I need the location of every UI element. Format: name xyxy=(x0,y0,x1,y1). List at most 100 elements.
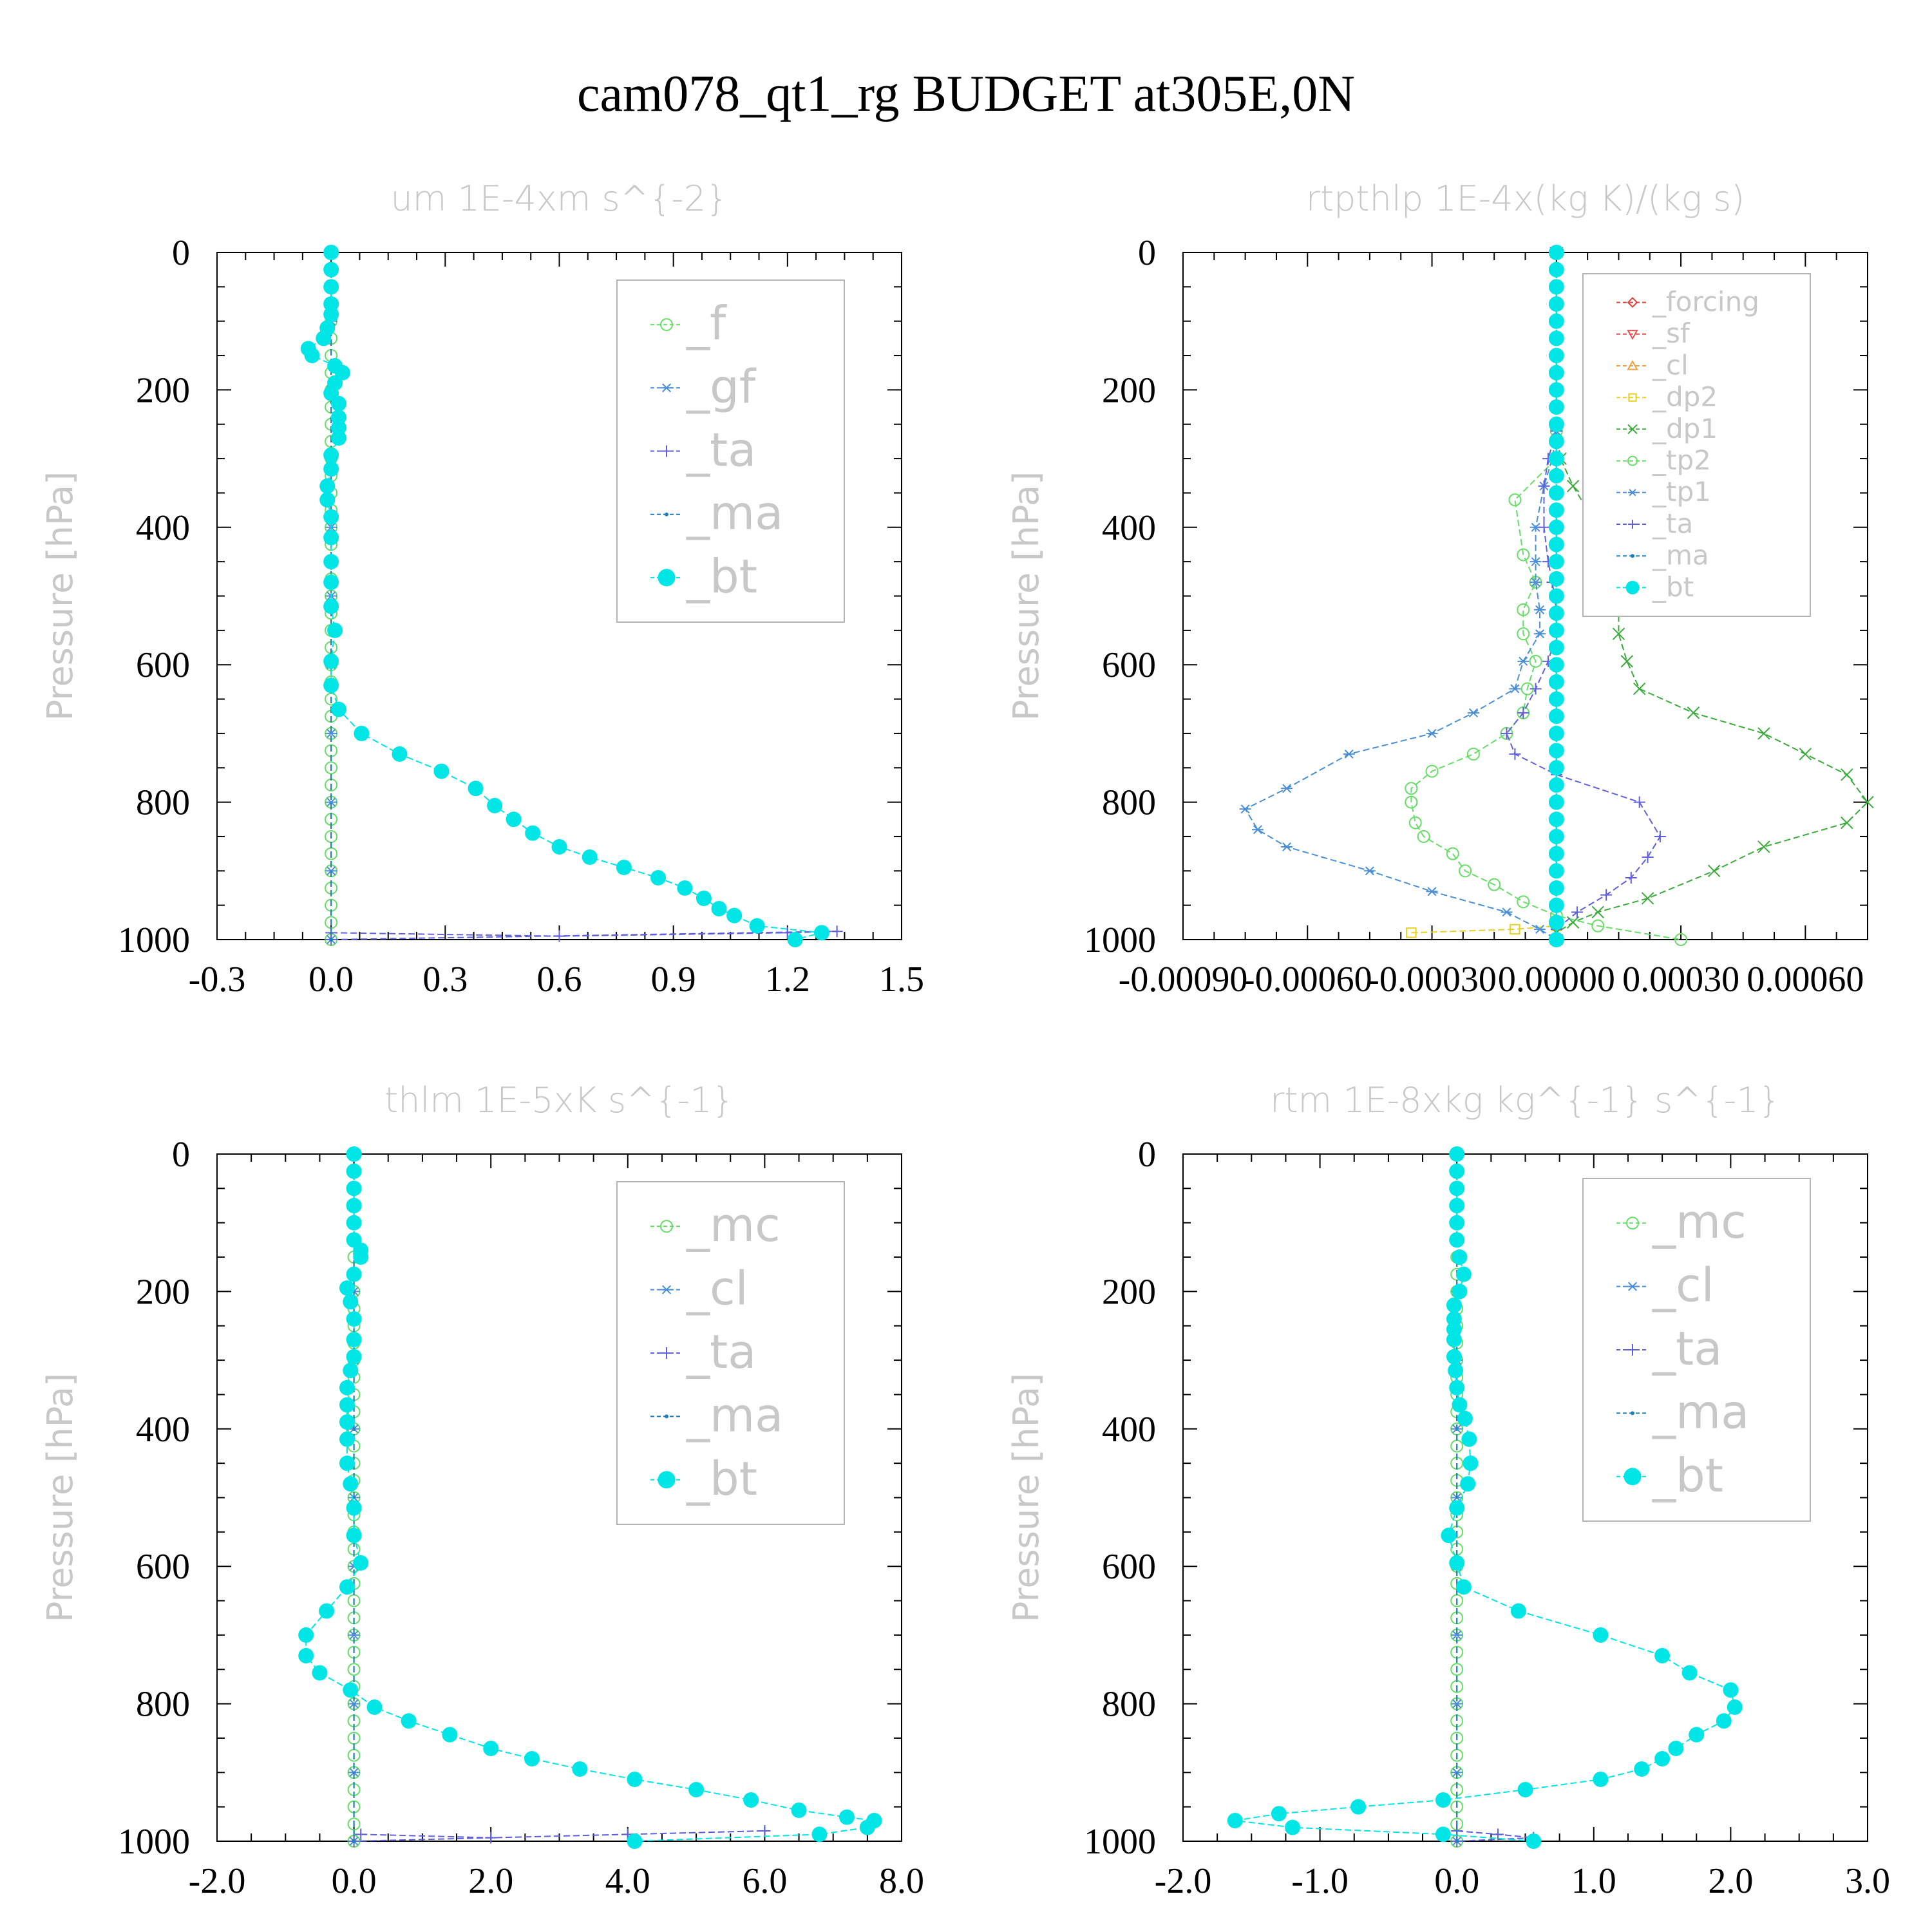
legend-label: _tp2 xyxy=(1652,444,1711,476)
legend-label: _ta xyxy=(1652,507,1693,539)
data-point xyxy=(1406,927,1417,938)
data-point xyxy=(506,811,522,828)
data-point xyxy=(319,1603,335,1619)
data-point xyxy=(355,1828,367,1841)
data-point xyxy=(1350,1799,1367,1815)
legend-swatch-marker xyxy=(658,569,676,587)
legend-box xyxy=(1582,273,1811,617)
data-point xyxy=(354,725,370,741)
data-point xyxy=(346,1500,362,1516)
data-point xyxy=(1654,1750,1671,1766)
data-point xyxy=(298,1647,314,1663)
data-point xyxy=(1509,684,1521,694)
data-point xyxy=(346,1163,362,1179)
data-point xyxy=(1466,747,1480,761)
data-point xyxy=(831,925,843,938)
data-point xyxy=(553,930,565,942)
data-point xyxy=(1548,725,1564,741)
data-point xyxy=(1405,795,1418,809)
data-point xyxy=(1620,655,1634,668)
data-point xyxy=(1271,1806,1287,1822)
y-tick-label: 1000 xyxy=(118,920,190,960)
x-tick-label: 1.0 xyxy=(1571,1861,1616,1901)
data-point xyxy=(1526,1833,1542,1849)
data-point xyxy=(1548,536,1564,553)
y-tick-label: 600 xyxy=(136,645,190,685)
data-point xyxy=(442,1727,458,1743)
data-point xyxy=(551,838,567,855)
data-point xyxy=(1285,1819,1301,1835)
data-point xyxy=(1227,1812,1243,1828)
data-point xyxy=(1633,682,1646,696)
data-point xyxy=(1548,245,1564,260)
y-tick-label: 400 xyxy=(1102,508,1156,548)
data-point xyxy=(811,1826,828,1842)
legend-swatch-marker xyxy=(1631,554,1634,558)
data-point xyxy=(1757,840,1770,853)
y-tick-label: 0 xyxy=(1138,1135,1156,1175)
data-point xyxy=(323,307,339,323)
data-point xyxy=(319,492,336,508)
legend: _f _gf _ta _ma _bt xyxy=(616,279,845,623)
data-point xyxy=(1460,1476,1476,1492)
legend-label: _ta xyxy=(686,423,756,477)
data-point xyxy=(1517,656,1530,666)
data-point xyxy=(1463,1455,1479,1472)
legend-label: _sf xyxy=(1652,317,1690,349)
data-point xyxy=(1408,816,1422,829)
data-point xyxy=(330,701,346,717)
x-tick-label: 1.2 xyxy=(765,960,810,999)
legend-swatch-marker xyxy=(1627,424,1638,435)
data-point xyxy=(1488,878,1501,891)
y-tick-label: 600 xyxy=(1102,645,1156,685)
data-point xyxy=(1517,1781,1533,1797)
data-point xyxy=(339,1280,355,1296)
data-point xyxy=(1446,1297,1462,1313)
y-tick-label: 800 xyxy=(136,1685,190,1725)
data-point xyxy=(1281,784,1293,793)
data-point xyxy=(329,938,334,942)
data-point xyxy=(650,869,667,886)
data-point xyxy=(759,1825,771,1837)
data-point xyxy=(1548,382,1564,398)
series-ta xyxy=(325,925,843,945)
data-point xyxy=(323,245,339,260)
data-point xyxy=(433,763,450,779)
legend-swatch-marker xyxy=(658,1471,676,1489)
data-point xyxy=(1459,864,1472,878)
data-point xyxy=(1517,895,1530,909)
data-point xyxy=(813,925,829,941)
legend-swatch-marker xyxy=(1628,520,1637,529)
legend-label: _bt xyxy=(686,549,757,603)
x-tick-label: 0.00000 xyxy=(1498,960,1615,999)
data-point xyxy=(339,1414,355,1430)
legend-label: _cl xyxy=(1652,349,1689,381)
data-point xyxy=(392,746,408,762)
legend-swatch-marker xyxy=(661,1347,672,1359)
data-point xyxy=(726,907,743,923)
x-tick-label: 0.00030 xyxy=(1622,960,1739,999)
legend-label: _bt xyxy=(686,1452,757,1506)
data-point xyxy=(323,461,339,477)
data-point xyxy=(1455,1839,1459,1843)
data-point xyxy=(1548,485,1564,501)
data-point xyxy=(1426,887,1438,896)
data-point xyxy=(1455,1579,1472,1595)
y-tick-label: 800 xyxy=(1102,1685,1156,1725)
data-point xyxy=(1425,764,1439,778)
data-point xyxy=(1452,1283,1468,1300)
legend-label: _dp2 xyxy=(1652,381,1718,413)
figure-title: cam078_qt1_rg BUDGET at305E,0N xyxy=(577,66,1355,122)
data-point xyxy=(1548,863,1564,879)
legend-swatch-marker xyxy=(1627,330,1638,340)
data-point xyxy=(1571,906,1584,918)
data-point xyxy=(316,330,332,346)
data-point xyxy=(339,1431,355,1447)
data-point xyxy=(1591,919,1605,933)
y-tick-label: 200 xyxy=(136,1272,190,1312)
x-tick-label: 4.0 xyxy=(605,1861,650,1901)
data-point xyxy=(343,1294,359,1310)
x-tick-label: 8.0 xyxy=(879,1861,924,1901)
data-point xyxy=(1548,897,1564,913)
